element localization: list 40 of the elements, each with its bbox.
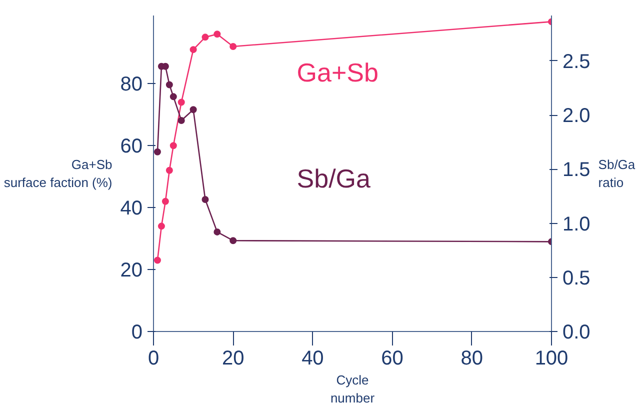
x-axis-title: Cycle number [330, 372, 376, 406]
x-tick-label: 80 [460, 348, 484, 370]
point [166, 166, 173, 174]
point [214, 30, 221, 38]
point [230, 42, 237, 50]
point [214, 228, 221, 236]
point [178, 98, 185, 106]
point [170, 93, 177, 100]
point [190, 106, 197, 114]
point [158, 222, 165, 230]
y-tick-label: 80 [120, 74, 143, 96]
y2-axis-title: Sb/Ga ratio [598, 157, 636, 190]
y2-tick-label: 1.0 [562, 213, 590, 236]
point [202, 196, 209, 203]
y2-tick-label: 2.0 [562, 105, 590, 128]
y2-tick-label: 2.5 [562, 50, 590, 73]
x-tick-label: 0 [148, 348, 160, 370]
y-tick-label: 40 [120, 198, 143, 220]
point [166, 81, 173, 88]
point [190, 46, 197, 54]
x-tick-label: 20 [222, 348, 244, 370]
x-tick-label: 100 [534, 348, 568, 370]
point [154, 256, 161, 264]
x-tick-label: 40 [302, 348, 324, 370]
point [230, 237, 237, 244]
point [154, 148, 161, 156]
point [170, 142, 177, 150]
series-label: Sb/Ga [296, 163, 372, 194]
y-tick-label: 0 [131, 322, 142, 344]
point [202, 34, 209, 41]
y2-tick-label: 0.5 [562, 267, 590, 290]
series-label: Ga+Sb [296, 57, 378, 88]
y-tick-label: 60 [120, 136, 143, 158]
y-axis-title: Ga+Sb surface faction (%) [4, 157, 112, 190]
point [178, 116, 185, 124]
y-tick-label: 20 [120, 260, 143, 282]
y2-tick-label: 0.0 [562, 322, 590, 344]
x-tick-label: 60 [381, 348, 404, 370]
point [162, 198, 169, 205]
y2-tick-label: 1.5 [562, 159, 590, 182]
